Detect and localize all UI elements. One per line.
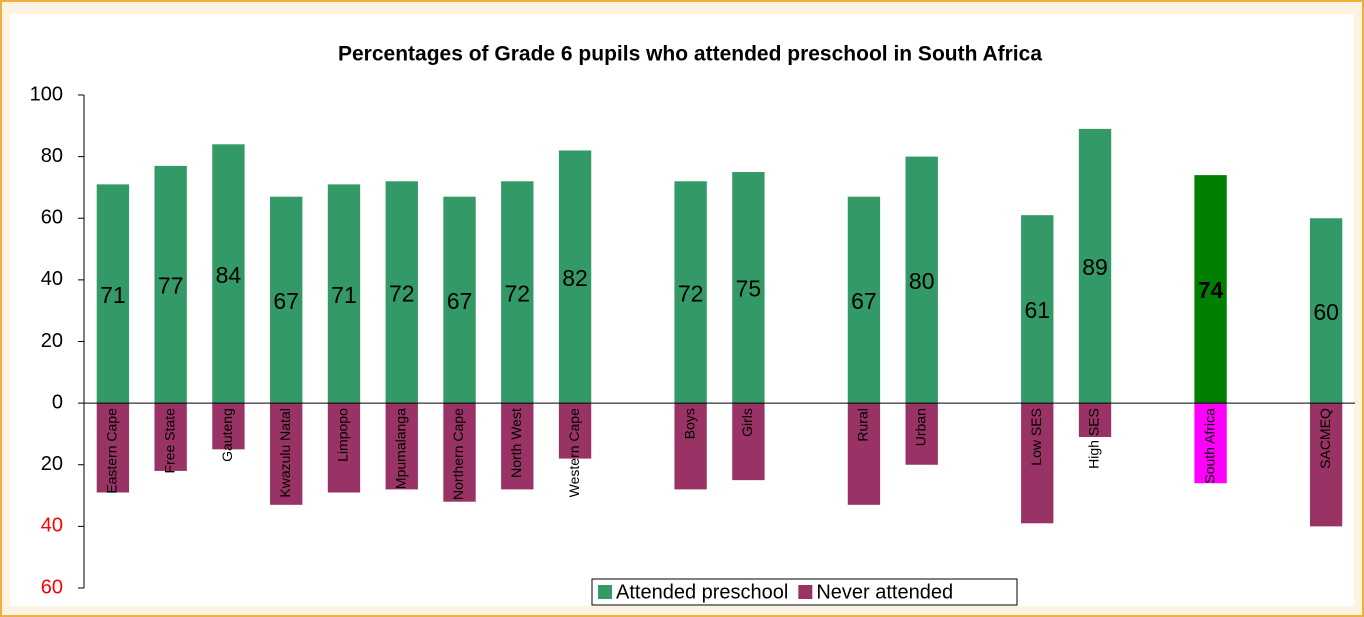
data-label: 61 — [1024, 297, 1050, 323]
legend-swatch — [798, 585, 813, 599]
x-tick-label: Limpopo — [335, 408, 351, 462]
legend-label: Never attended — [816, 581, 953, 603]
data-label: 80 — [909, 268, 935, 294]
bar — [443, 196, 476, 404]
bar — [154, 165, 187, 404]
x-tick-label: Low SES — [1028, 408, 1044, 466]
legend-label: Attended preschool — [616, 581, 788, 603]
x-tick-label: Urban — [912, 408, 928, 446]
x-tick-label: Boys — [681, 408, 697, 439]
x-tick-label: Eastern Cape — [104, 408, 120, 494]
x-tick-label: High SES — [1086, 408, 1102, 469]
data-label: 71 — [100, 282, 126, 308]
bar — [905, 156, 938, 404]
data-label: 72 — [504, 280, 530, 306]
y-tick-label: 60 — [41, 576, 63, 598]
bar — [212, 144, 245, 404]
bar — [558, 150, 592, 404]
bar — [847, 196, 881, 404]
bar — [558, 403, 592, 459]
x-tick-label: South Africa — [1201, 408, 1217, 484]
bar — [674, 403, 707, 490]
bar — [96, 184, 130, 404]
y-tick-label: 20 — [41, 330, 63, 352]
bar — [327, 184, 361, 404]
data-label: 77 — [158, 273, 184, 299]
bar — [1021, 215, 1054, 404]
data-label: 67 — [273, 288, 299, 314]
y-tick-label: 20 — [41, 453, 63, 475]
x-tick-label: Kwazulu Natal — [277, 408, 293, 498]
x-tick-label: North West — [508, 408, 524, 478]
y-tick-label: 100 — [30, 83, 63, 105]
bar — [385, 181, 418, 404]
bar — [905, 403, 938, 465]
data-label: 72 — [389, 280, 415, 306]
bar — [1309, 218, 1343, 404]
bar — [501, 403, 534, 490]
bar — [1078, 403, 1112, 438]
bar — [1194, 403, 1227, 484]
data-label: 84 — [216, 262, 242, 288]
chart-title: Percentages of Grade 6 pupils who attend… — [338, 43, 1042, 66]
bar — [154, 403, 187, 471]
data-label: 72 — [678, 280, 704, 306]
bar — [847, 403, 881, 505]
bar — [1021, 403, 1054, 524]
x-tick-label: Free State — [161, 408, 177, 474]
data-label: 71 — [331, 282, 357, 308]
bar — [674, 181, 707, 404]
data-label: 67 — [447, 288, 473, 314]
bar — [443, 403, 476, 502]
x-tick-label: Girls — [739, 408, 755, 437]
x-tick-label: Northern Cape — [450, 408, 466, 500]
x-tick-label: Mpumalanga — [392, 408, 408, 489]
bar — [270, 196, 303, 404]
x-tick-label: Gauteng — [219, 408, 235, 462]
x-tick-label: Rural — [855, 408, 871, 441]
y-tick-label: 80 — [41, 145, 63, 167]
bar — [1309, 403, 1343, 527]
bar — [212, 403, 245, 450]
bar — [732, 403, 765, 481]
bar — [732, 172, 765, 404]
bar — [96, 403, 130, 493]
data-label: 75 — [736, 276, 762, 302]
y-tick-label: 60 — [41, 207, 63, 229]
data-label: 89 — [1082, 254, 1108, 280]
bar — [385, 403, 418, 490]
bar — [327, 403, 361, 493]
data-label: 67 — [851, 288, 877, 314]
legend-swatch — [598, 585, 612, 599]
bar — [1078, 128, 1112, 404]
x-tick-label: SACMEQ — [1317, 408, 1333, 469]
data-label: 74 — [1198, 277, 1224, 303]
data-label: 82 — [562, 265, 588, 291]
bar — [501, 181, 534, 404]
y-tick-label: 0 — [52, 391, 63, 413]
x-tick-label: Western Cape — [566, 408, 582, 497]
data-label: 60 — [1313, 299, 1339, 325]
bar — [270, 403, 303, 505]
bar — [1194, 175, 1227, 404]
y-tick-label: 40 — [41, 268, 63, 290]
y-tick-label: 40 — [41, 515, 63, 537]
